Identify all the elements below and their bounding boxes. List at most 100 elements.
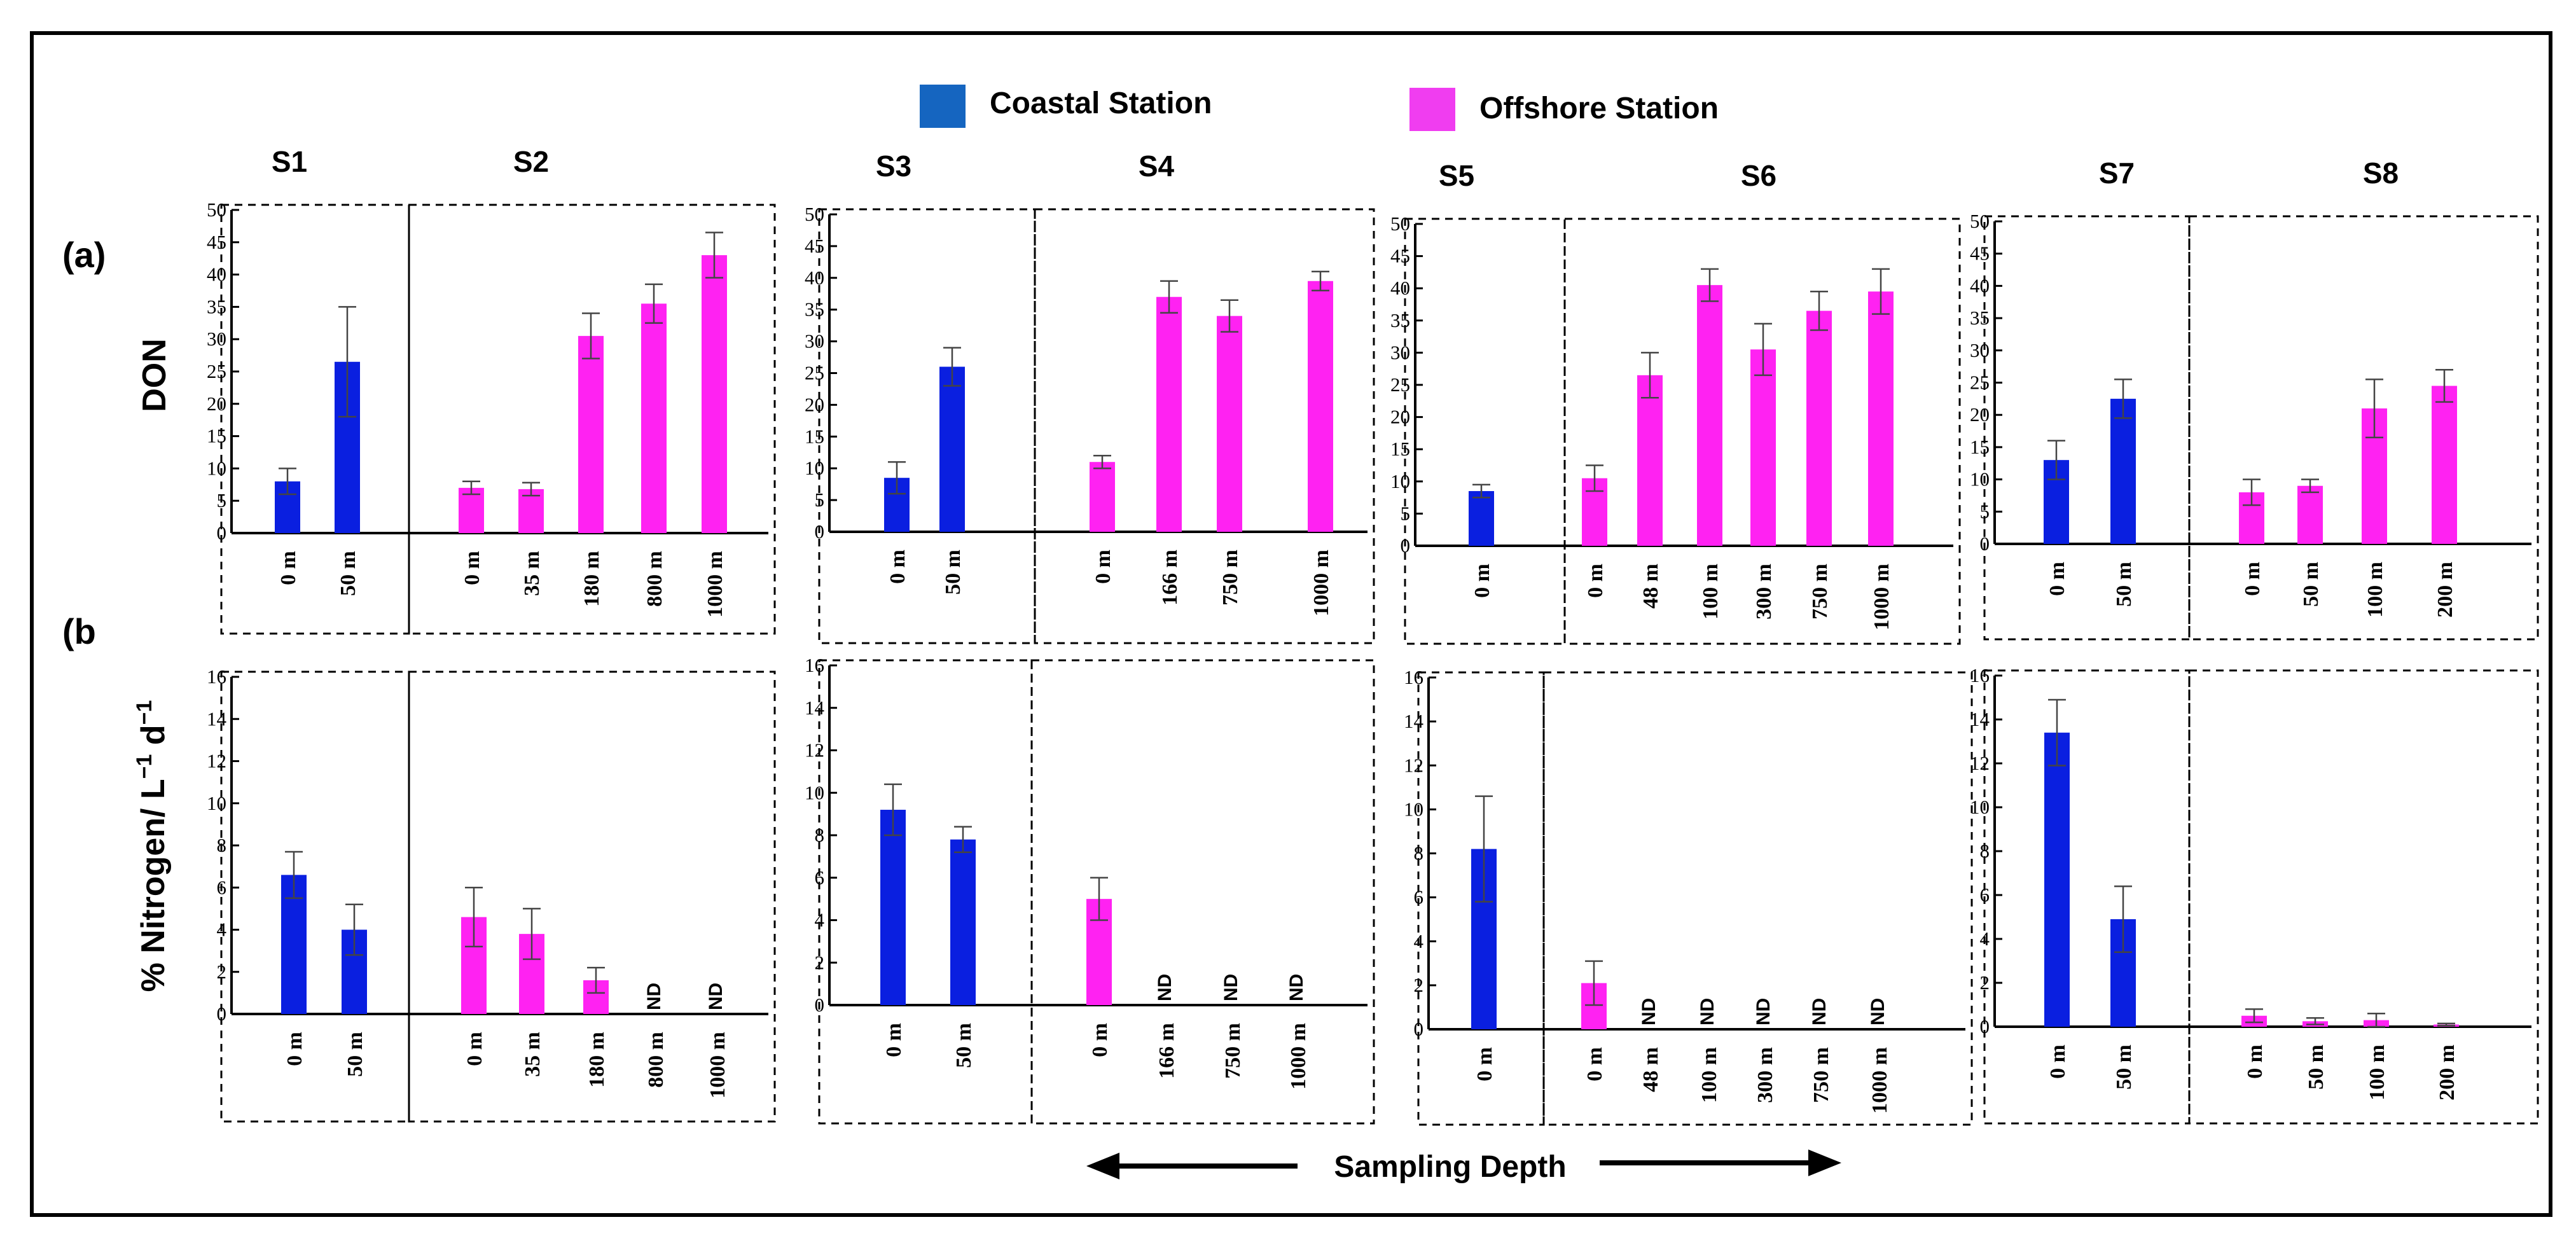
panel-6-y-tick-label-8: 8: [815, 824, 825, 846]
panel-4-y-tick-label-20: 20: [1970, 403, 1990, 426]
panel-8-y-tick-label-10: 10: [1970, 796, 1990, 818]
category-label-a-s6-300-m: 300 m: [1752, 564, 1776, 620]
panel-label-a: (a): [62, 235, 106, 275]
nd-label-s2-1000-m-b: ND: [705, 983, 726, 1010]
station-label-s6: S6: [1741, 159, 1776, 192]
panel-7-y-tick-label-10: 10: [1404, 798, 1423, 820]
panel-1-y-tick-label-45: 45: [207, 231, 226, 253]
panel-4-y-tick-label-50: 50: [1970, 210, 1990, 232]
category-label-b-s5-0-m: 0 m: [1473, 1047, 1497, 1081]
legend-swatch-offshore: [1409, 88, 1455, 131]
panel-1-y-tick-label-5: 5: [217, 489, 227, 511]
panel-3-y-tick-label-30: 30: [1390, 341, 1410, 363]
category-label-b-s6-750-m: 750 m: [1810, 1047, 1833, 1103]
category-label-b-s3-50-m: 50 m: [952, 1023, 976, 1068]
panel-3-y-tick-label-40: 40: [1390, 277, 1410, 299]
panel-4-y-tick-label-10: 10: [1970, 468, 1990, 490]
panel-7-y-tick-label-6: 6: [1414, 886, 1424, 908]
category-label-b-s4-1000-m: 1000 m: [1287, 1023, 1310, 1090]
category-label-b-s4-750-m: 750 m: [1221, 1023, 1245, 1079]
panel-5-y-tick-label-10: 10: [207, 792, 226, 814]
panel-6-y-tick-label-0: 0: [815, 994, 825, 1016]
bar-a-s5-0-m: [1469, 490, 1494, 546]
bar-a-s4-0-m: [1090, 462, 1115, 532]
nd-label-s6-300-m-b: ND: [1753, 998, 1774, 1025]
panel-5-y-tick-label-14: 14: [207, 707, 227, 730]
category-label-b-s6-0-m: 0 m: [1583, 1047, 1607, 1081]
panel-7-box-coastal: [1417, 671, 1545, 1126]
category-label-a-s4-1000-m: 1000 m: [1310, 550, 1333, 616]
panel-6-y-tick-label-14: 14: [805, 697, 825, 719]
y-axis-title-top: DON: [136, 338, 173, 412]
panel-3-y-tick-label-35: 35: [1390, 309, 1410, 331]
legend-label-coastal: Coastal Station: [990, 87, 1212, 120]
panel-2-y-tick-label-15: 15: [805, 425, 824, 447]
category-label-b-s2-35-m: 35 m: [521, 1032, 544, 1077]
nd-label-s6-750-m-b: ND: [1809, 998, 1830, 1025]
panel-8-y-tick-label-8: 8: [1980, 840, 1990, 862]
bar-a-s6-1000-m: [1868, 291, 1894, 546]
panel-2-y-tick-label-20: 20: [805, 393, 824, 415]
category-label-b-s8-200-m: 200 m: [2435, 1045, 2459, 1101]
bar-a-s3-50-m: [939, 366, 965, 532]
category-label-b-s8-50-m: 50 m: [2304, 1045, 2328, 1090]
bar-a-s2-1000-m: [702, 255, 727, 533]
panel-5-y-tick-label-8: 8: [217, 834, 227, 856]
panel-8-y-tick-label-6: 6: [1980, 884, 1990, 906]
panel-4-y-tick-label-40: 40: [1970, 274, 1990, 296]
panel-3-y-tick-label-10: 10: [1390, 470, 1410, 492]
y-title-sup2: −1: [132, 700, 156, 725]
bar-a-s8-50-m: [2297, 485, 2323, 544]
panel-4-box-offshore: [2188, 215, 2539, 641]
category-label-b-s6-100-m: 100 m: [1698, 1047, 1721, 1103]
panel-7-box-offshore: [1542, 671, 1973, 1126]
category-label-b-s3-0-m: 0 m: [882, 1023, 906, 1057]
panel-5-y-tick-label-2: 2: [217, 961, 227, 983]
panel-4-y-tick-label-0: 0: [1980, 532, 1990, 555]
panel-7-y-tick-label-0: 0: [1414, 1018, 1424, 1040]
panel-2-y-tick-label-45: 45: [805, 235, 824, 257]
category-label-a-s4-166-m: 166 m: [1158, 550, 1182, 606]
panel-3-y-tick-label-50: 50: [1390, 212, 1410, 235]
category-label-b-s6-1000-m: 1000 m: [1868, 1047, 1892, 1114]
category-label-a-s2-180-m: 180 m: [580, 551, 604, 607]
bar-a-s6-100-m: [1697, 285, 1722, 546]
bar-a-s6-750-m: [1806, 310, 1832, 546]
category-label-a-s6-1000-m: 1000 m: [1870, 564, 1894, 630]
category-label-a-s4-0-m: 0 m: [1091, 550, 1115, 584]
panel-5-y-tick-label-4: 4: [217, 919, 227, 941]
category-label-a-s7-0-m: 0 m: [2046, 562, 2069, 596]
station-label-s3: S3: [876, 149, 911, 183]
panel-1-y-tick-label-35: 35: [207, 295, 226, 317]
panel-8-y-tick-label-4: 4: [1980, 927, 1990, 950]
panel-1-y-tick-label-50: 50: [207, 198, 226, 221]
panel-1-y-tick-label-20: 20: [207, 392, 226, 415]
panel-7-y-tick-label-2: 2: [1414, 974, 1424, 996]
bar-a-s6-300-m: [1750, 349, 1776, 546]
category-label-a-s6-100-m: 100 m: [1699, 564, 1722, 620]
panel-4-y-tick-label-45: 45: [1970, 242, 1990, 265]
panel-7-y-tick-label-12: 12: [1404, 754, 1423, 776]
category-label-b-s2-800-m: 800 m: [644, 1032, 668, 1088]
bar-a-s2-800-m: [641, 303, 667, 533]
panel-2-y-tick-label-25: 25: [805, 362, 824, 384]
category-label-a-s7-50-m: 50 m: [2112, 562, 2136, 607]
panel-5-y-tick-label-0: 0: [217, 1003, 227, 1025]
legend-label-offshore: Offshore Station: [1479, 92, 1719, 125]
panel-4-y-tick-label-35: 35: [1970, 307, 1990, 329]
panel-4-y-tick-label-5: 5: [1980, 500, 1990, 522]
category-label-a-s8-50-m: 50 m: [2299, 562, 2323, 607]
panel-6-box-offshore: [1030, 659, 1375, 1125]
panel-6-y-tick-label-12: 12: [805, 739, 824, 761]
panel-4-y-tick-label-30: 30: [1970, 339, 1990, 361]
bar-a-s7-50-m: [2110, 398, 2136, 544]
panel-3-y-tick-label-25: 25: [1390, 373, 1410, 396]
panel-7-y-tick-label-8: 8: [1414, 842, 1424, 865]
category-label-b-s7-0-m: 0 m: [2046, 1045, 2070, 1079]
panel-3-y-tick-label-20: 20: [1390, 406, 1410, 428]
category-label-a-s3-0-m: 0 m: [886, 550, 910, 584]
bar-a-s4-750-m: [1217, 316, 1242, 532]
panel-8-y-tick-label-0: 0: [1980, 1015, 1990, 1038]
panel-2-box-offshore: [1034, 208, 1375, 644]
panel-2-y-tick-label-10: 10: [805, 457, 824, 479]
